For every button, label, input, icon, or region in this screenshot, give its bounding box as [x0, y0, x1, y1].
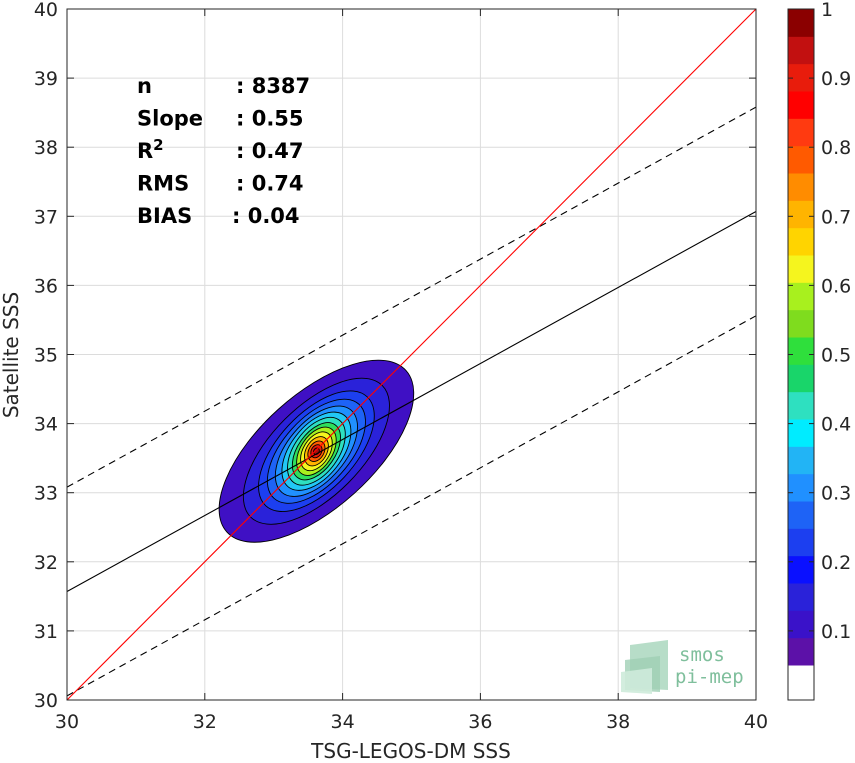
- x-tick-label: 36: [468, 711, 492, 733]
- colorbar-tick-label: 0.9: [821, 68, 851, 90]
- y-tick-label: 40: [34, 0, 58, 21]
- y-tick-label: 34: [34, 414, 58, 436]
- stat-label-text: Slope: [137, 107, 203, 131]
- colorbar-band: [788, 118, 814, 147]
- x-axis-label: TSG-LEGOS-DM SSS: [310, 739, 511, 763]
- colorbar-band: [788, 91, 814, 119]
- grid: [66, 8, 757, 701]
- stat-value: : 0.04: [232, 204, 300, 228]
- colorbar-band: [788, 473, 814, 502]
- reference-lines: [67, 9, 756, 700]
- stat-label: RMS: [137, 172, 189, 196]
- colorbar-band: [788, 145, 814, 174]
- identity-line: [67, 9, 756, 700]
- stat-label: BIAS: [137, 204, 192, 228]
- colorbar-band: [788, 364, 814, 393]
- x-tick-label: 32: [193, 711, 217, 733]
- stat-value: : 0.74: [236, 172, 304, 196]
- y-tick-label: 39: [34, 68, 58, 90]
- smos-pi-mep-logo: smos pi-mep: [621, 640, 744, 694]
- x-tick-label: 38: [606, 711, 630, 733]
- colorbar-band: [788, 391, 814, 420]
- colorbar-tick-label: 0.5: [821, 345, 851, 367]
- stat-value: : 0.47: [236, 139, 304, 163]
- stat-label-text: BIAS: [137, 204, 192, 228]
- stat-label-text: n: [137, 74, 152, 98]
- colorbar-band: [788, 255, 814, 283]
- colorbar-band: [788, 309, 814, 338]
- x-tick-label: 34: [331, 711, 355, 733]
- stat-label-text: R: [137, 139, 153, 163]
- y-axis-ticks: 30 31 32 33 34 35 36 37 38 39 40: [34, 0, 756, 712]
- colorbar-band: [788, 36, 814, 65]
- colorbar-band: [788, 200, 814, 229]
- stat-label-text: RMS: [137, 172, 189, 196]
- colorbar-band: [788, 583, 814, 611]
- colorbar-ticks: 0.1 0.2 0.3 0.4 0.5 0.6 0.7 0.8 0.9 1: [788, 0, 851, 643]
- colorbar-band: [788, 665, 814, 700]
- colorbar-band: [788, 555, 814, 584]
- colorbar-band: [788, 282, 814, 311]
- x-tick-label: 40: [744, 711, 768, 733]
- colorbar-band: [788, 528, 814, 557]
- colorbar-band: [788, 63, 814, 92]
- colorbar-band: [788, 501, 814, 529]
- y-tick-label: 37: [34, 206, 58, 228]
- colorbar-tick-label: 0.6: [821, 275, 851, 297]
- colorbar-tick-label: 0.2: [821, 552, 851, 574]
- colorbar-tick-label: 0.4: [821, 414, 851, 436]
- colorbar: [788, 9, 814, 700]
- colorbar-band: [788, 637, 814, 666]
- stat-label-sup: 2: [153, 136, 163, 154]
- colorbar-tick-label: 0.8: [821, 137, 851, 159]
- y-tick-label: 31: [34, 621, 58, 643]
- logo-line2: pi-mep: [675, 666, 744, 688]
- colorbar-tick-label: 0.1: [821, 621, 851, 643]
- y-axis-label: Satellite SSS: [0, 292, 23, 418]
- stat-label: R2: [137, 136, 164, 163]
- colorbar-tick-label: 0.7: [821, 206, 851, 228]
- y-tick-label: 32: [34, 552, 58, 574]
- y-tick-label: 33: [34, 483, 58, 505]
- regression-line: [67, 210, 756, 592]
- stat-label: Slope: [137, 107, 203, 131]
- y-tick-label: 36: [34, 275, 58, 297]
- colorbar-tick-label: 1: [821, 0, 833, 21]
- logo-mark-icon: [621, 640, 668, 694]
- y-tick-label: 30: [34, 690, 58, 712]
- stat-label: n: [137, 74, 152, 98]
- x-tick-label: 30: [55, 711, 79, 733]
- logo-line1: smos: [679, 644, 725, 666]
- colorbar-band: [788, 446, 814, 475]
- colorbar-band: [788, 9, 814, 37]
- y-tick-label: 35: [34, 345, 58, 367]
- colorbar-band: [788, 610, 814, 639]
- colorbar-band: [788, 227, 814, 256]
- colorbar-tick-label: 0.3: [821, 483, 851, 505]
- colorbar-band: [788, 173, 814, 201]
- stat-value: : 8387: [236, 74, 310, 98]
- y-tick-label: 38: [34, 137, 58, 159]
- stat-value: : 0.55: [236, 107, 304, 131]
- stats-box: n : 8387 Slope : 0.55 R2 : 0.47 RMS : 0.74 BIAS:…: [137, 74, 310, 228]
- x-axis-ticks: 30 32 34 36 38 40: [55, 9, 768, 733]
- colorbar-band: [788, 337, 814, 365]
